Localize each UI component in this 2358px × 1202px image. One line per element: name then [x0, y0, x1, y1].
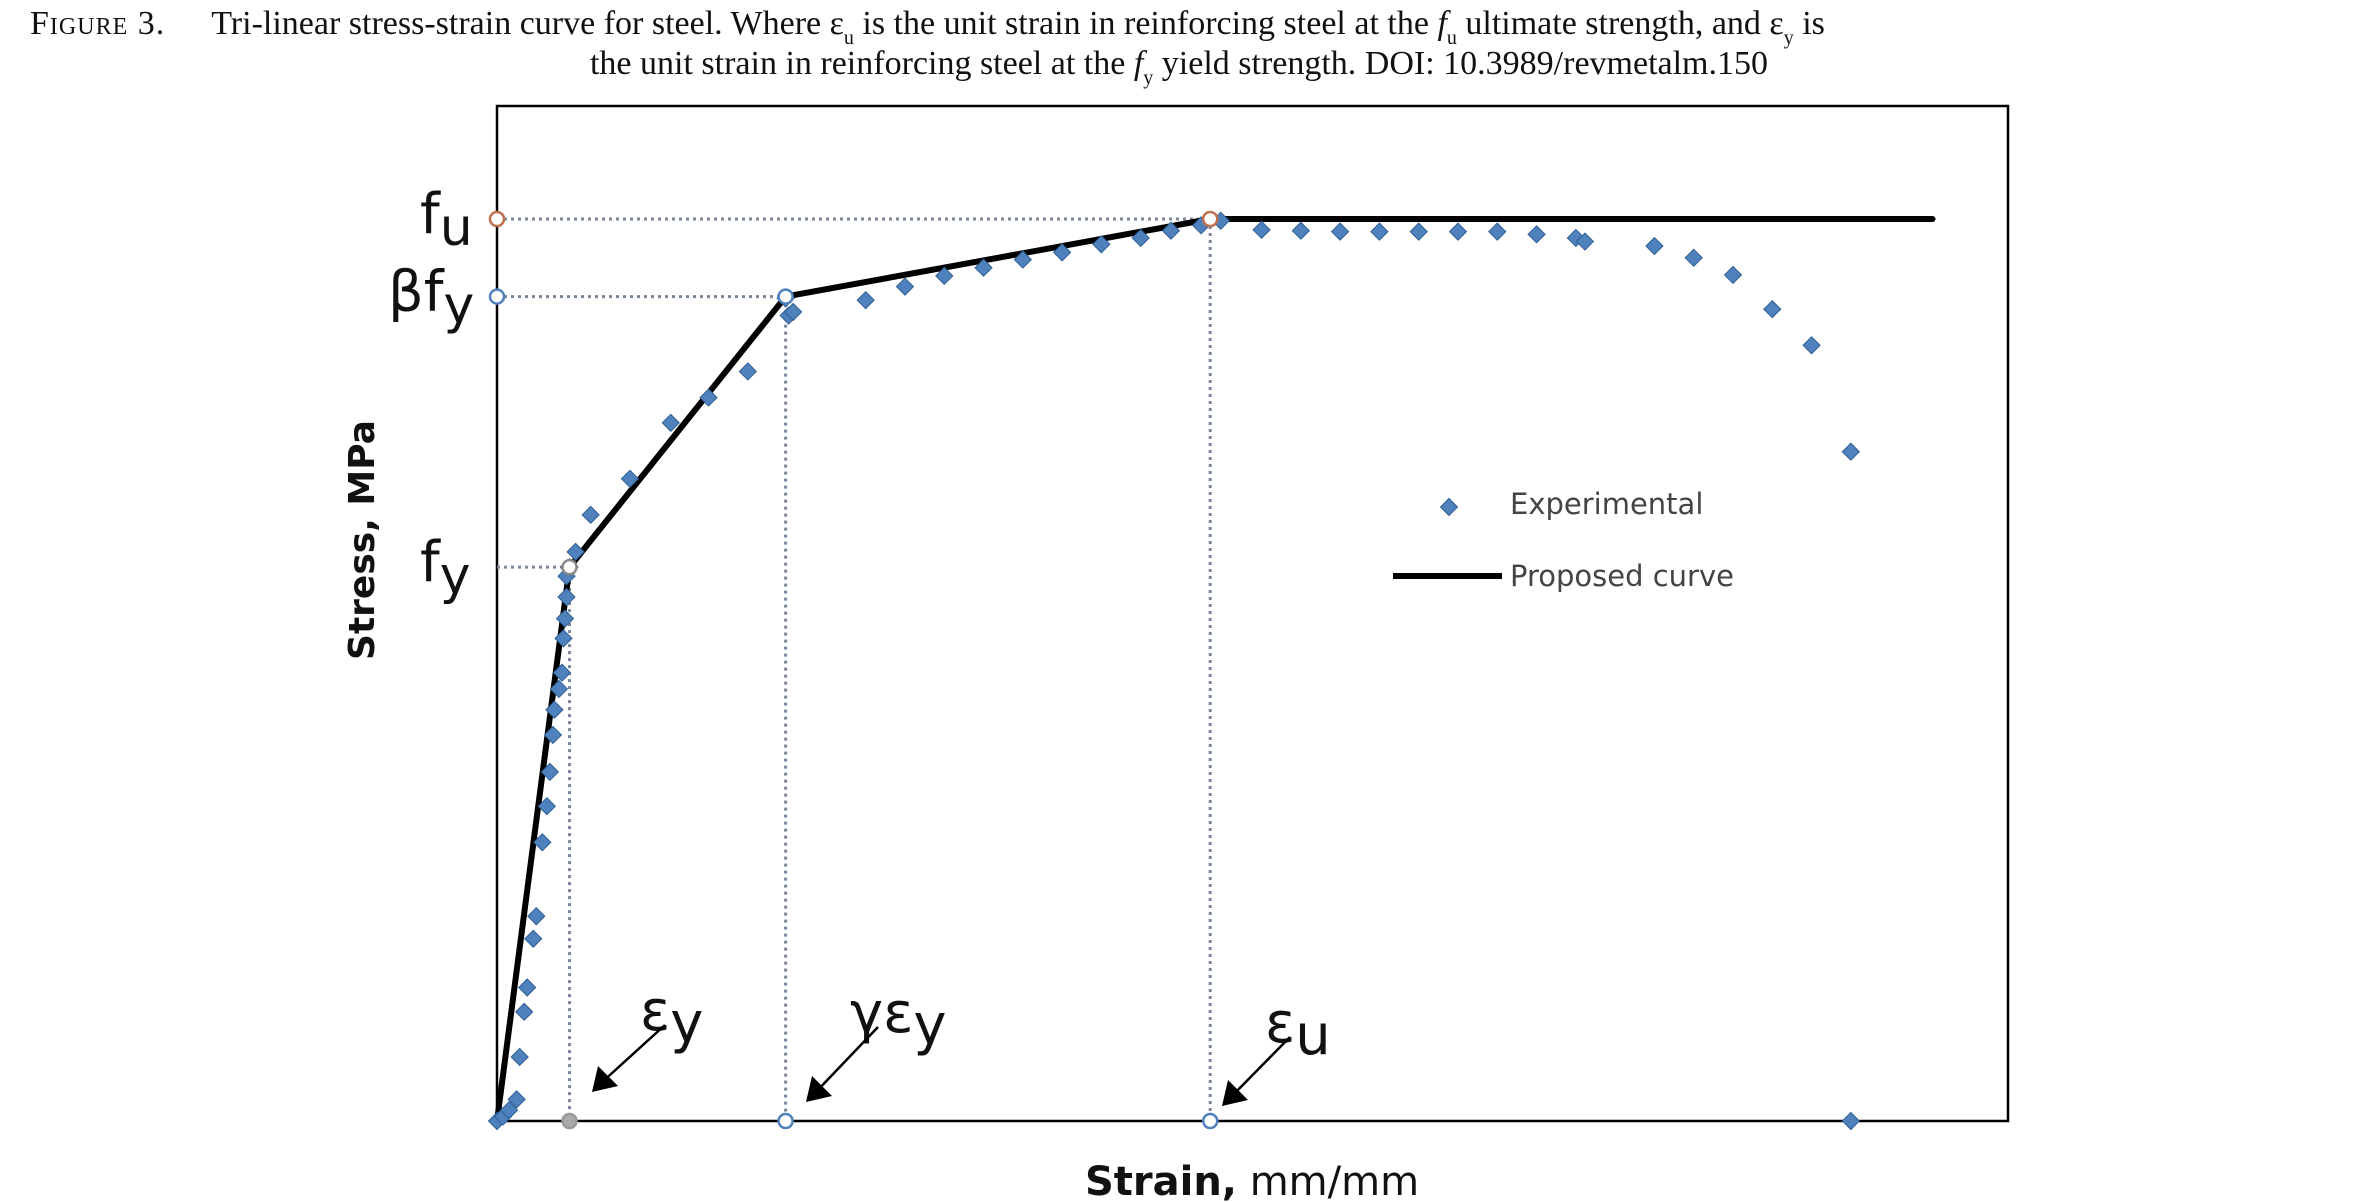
- x-annotation-arrowhead-0: [592, 1066, 618, 1092]
- experimental-point: [1092, 235, 1111, 254]
- experimental-point: [540, 762, 560, 782]
- x-annotation-label-2: εu: [1265, 991, 1331, 1068]
- proposed-curve-line: [494, 216, 1936, 1124]
- experimental-point: [1488, 222, 1507, 241]
- caption-sub-fu: u: [1446, 27, 1457, 49]
- x-annotations: εy γεy εu: [592, 979, 1331, 1106]
- experimental-point: [533, 833, 552, 852]
- experimental-point: [1252, 220, 1271, 240]
- experimental-point: [620, 469, 640, 488]
- proposed-curve-layer: [494, 216, 1936, 1124]
- x-annotation-arrowhead-1: [806, 1076, 832, 1102]
- experimental-point: [856, 290, 875, 310]
- caption-sub-eu: u: [843, 27, 854, 49]
- legend-proposed-label: Proposed curve: [1510, 559, 1734, 593]
- caption-line-1: Figure 3. Tri-linear stress-strain curve …: [30, 4, 1825, 48]
- caption-text-e: the unit strain in reinforcing steel at …: [589, 45, 1134, 82]
- experimental-point: [545, 700, 564, 719]
- caption-fu: f: [1437, 5, 1447, 42]
- experimental-point: [524, 929, 543, 948]
- x-annotation-arrowhead-2: [1222, 1080, 1248, 1106]
- experimental-point: [543, 725, 563, 745]
- experimental-point: [515, 1002, 534, 1022]
- experimental-point: [1723, 265, 1743, 285]
- experimental-point: [537, 797, 557, 816]
- experimental-point: [661, 413, 680, 433]
- guide-marker: [1201, 210, 1219, 228]
- experimental-point: [1409, 222, 1428, 241]
- experimental-point: [507, 1090, 526, 1109]
- experimental-point: [527, 907, 546, 926]
- experimental-point: [554, 629, 573, 648]
- experimental-point: [557, 587, 576, 607]
- experimental-point: [1802, 336, 1821, 355]
- caption-line-2: the unit strain in reinforcing steel at …: [0, 44, 2358, 88]
- caption-text-b: is the unit strain in reinforcing steel …: [853, 5, 1438, 42]
- experimental-point: [935, 266, 954, 286]
- guide-marker: [561, 558, 578, 576]
- experimental-point: [499, 1100, 519, 1120]
- x-axis-title: Strain, mm/mm: [1085, 1159, 1419, 1202]
- caption-sub-fy: y: [1143, 67, 1154, 89]
- guide-marker: [1201, 1112, 1219, 1130]
- experimental-point: [738, 362, 758, 381]
- caption-text-f: yield strength. DOI: 10.3989/revmetalm.1…: [1153, 45, 1769, 82]
- experimental-point: [1763, 300, 1782, 319]
- guide-marker: [777, 1112, 794, 1130]
- guide-marker: [561, 1112, 578, 1130]
- x-annotation-arrow-0: [599, 1024, 666, 1085]
- experimental-point: [1841, 1111, 1861, 1131]
- x-annotation-arrow-2: [1229, 1036, 1291, 1099]
- y-axis-title: Stress, MPa: [342, 420, 383, 660]
- x-annotation-label-0: εy: [640, 979, 703, 1056]
- experimental-point: [1527, 225, 1546, 244]
- experimental-point: [1841, 442, 1861, 461]
- experimental-point: [1291, 221, 1311, 240]
- experimental-point: [1052, 243, 1072, 262]
- experimental-point: [1131, 228, 1150, 248]
- experimental-point: [1684, 248, 1703, 267]
- experimental-point: [1448, 222, 1468, 241]
- experimental-point: [510, 1047, 529, 1067]
- experimental-point: [566, 542, 585, 562]
- experimental-point: [974, 258, 993, 277]
- plot-frame: [495, 104, 2010, 1123]
- legend-experimental-label: Experimental: [1510, 487, 1703, 521]
- y-tick-label-2: fy: [420, 530, 471, 606]
- caption-text-d: is: [1793, 5, 1825, 42]
- experimental-points-layer: [487, 211, 1861, 1131]
- experimental-point: [1013, 250, 1033, 269]
- x-annotation-arrow-1: [813, 1026, 879, 1095]
- legend-experimental-marker: [1439, 497, 1459, 517]
- experimental-point: [1330, 222, 1350, 241]
- experimental-point: [549, 679, 569, 699]
- y-tick-label-0: fu: [420, 182, 473, 258]
- y-tick-label-1: βfy: [388, 260, 474, 336]
- experimental-point: [1370, 222, 1389, 241]
- experimental-point: [783, 302, 803, 322]
- caption-text-c: ultimate strength, and ε: [1456, 5, 1784, 42]
- experimental-point: [518, 978, 537, 997]
- experimental-point: [581, 505, 600, 525]
- guide-marker: [488, 288, 506, 305]
- x-annotation-label-1: γεy: [850, 981, 947, 1058]
- guide-marker: [488, 210, 506, 228]
- experimental-point: [895, 277, 915, 296]
- experimental-point: [555, 609, 575, 628]
- guide-markers-layer: [488, 210, 1219, 1130]
- experimental-point: [552, 663, 572, 682]
- guide-marker: [777, 288, 794, 305]
- caption-sub-ey: y: [1783, 27, 1794, 49]
- experimental-point: [1161, 221, 1181, 240]
- caption-text-a: Tri-linear stress-strain curve for steel…: [211, 5, 844, 42]
- legend: Experimental Proposed curve: [1393, 487, 1734, 593]
- guide-lines: [497, 217, 1212, 1121]
- experimental-point: [1645, 236, 1664, 256]
- experimental-point: [1575, 232, 1595, 251]
- figure-label: Figure 3.: [30, 5, 166, 42]
- experimental-point: [699, 388, 718, 407]
- caption-fy: f: [1133, 45, 1144, 82]
